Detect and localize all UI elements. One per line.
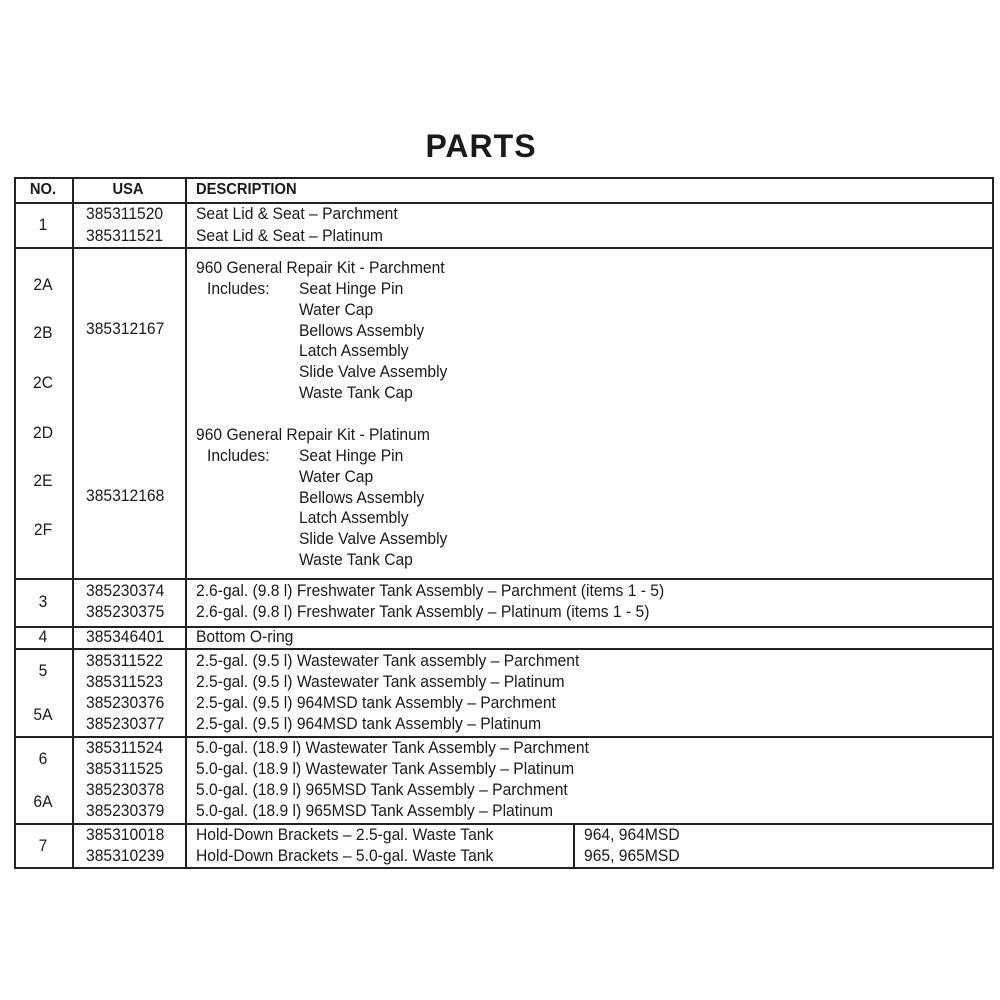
kit-item: Seat Hinge Pin xyxy=(299,279,404,298)
page-title: PARTS xyxy=(425,128,537,164)
item-number: 2B xyxy=(33,323,53,342)
row-divider xyxy=(14,823,994,825)
part-number: 385312168 xyxy=(86,486,165,505)
part-number: 385312167 xyxy=(86,319,165,338)
part-number: 385311524 xyxy=(86,738,164,757)
description: 2.6-gal. (9.8 l) Freshwater Tank Assembl… xyxy=(196,602,650,621)
column-divider xyxy=(573,823,575,869)
kit-item: Slide Valve Assembly xyxy=(299,362,448,382)
item-number: 2C xyxy=(32,373,53,392)
table-border-left xyxy=(14,177,16,869)
item-number: 2E xyxy=(33,471,53,490)
kit-name: 960 General Repair Kit - Platinum xyxy=(196,425,430,444)
item-number: 5 xyxy=(38,661,48,680)
description: 5.0-gal. (18.9 l) Wastewater Tank Assemb… xyxy=(196,738,589,757)
part-number: 385230374 xyxy=(86,581,165,600)
description: 5.0-gal. (18.9 l) Wastewater Tank Assemb… xyxy=(196,759,575,778)
part-number: 385230377 xyxy=(86,714,165,733)
kit-item: Slide Valve Assembly xyxy=(299,529,448,549)
description: Bottom O-ring xyxy=(196,627,294,646)
description: 2.6-gal. (9.8 l) Freshwater Tank Assembl… xyxy=(196,581,665,600)
part-number: 385311520 xyxy=(86,204,164,223)
description: 2.5-gal. (9.5 l) Wastewater Tank assembl… xyxy=(196,672,565,691)
description: 5.0-gal. (18.9 l) 965MSD Tank Assembly –… xyxy=(196,801,554,820)
description: Seat Lid & Seat – Parchment xyxy=(196,204,398,223)
description: Hold-Down Brackets – 5.0-gal. Waste Tank xyxy=(196,846,494,865)
part-number: 385311525 xyxy=(86,759,164,778)
table-border-top xyxy=(14,177,994,179)
part-number: 385230379 xyxy=(86,801,165,820)
part-number: 385230378 xyxy=(86,780,165,799)
item-number: 3 xyxy=(38,592,48,611)
kit-item: Seat Hinge Pin xyxy=(299,446,404,465)
part-number: 385311521 xyxy=(86,226,164,245)
item-number: 2A xyxy=(33,275,53,294)
column-divider xyxy=(72,177,74,869)
part-number: 385346401 xyxy=(86,627,165,646)
item-number: 2F xyxy=(33,520,53,539)
kit-item: Latch Assembly xyxy=(299,508,409,528)
item-number: 6 xyxy=(38,749,48,768)
row-divider xyxy=(14,202,994,204)
part-number: 385310018 xyxy=(86,825,165,844)
kit-item: Bellows Assembly xyxy=(299,487,425,507)
part-number: 385230375 xyxy=(86,602,165,621)
item-number: 5A xyxy=(33,705,53,724)
kit-item: Water Cap xyxy=(299,299,374,319)
table-border-bottom xyxy=(14,867,994,869)
kit-item: Waste Tank Cap xyxy=(299,550,413,569)
row-divider xyxy=(14,736,994,738)
item-number: 4 xyxy=(38,627,48,646)
kit-item: Bellows Assembly xyxy=(299,320,425,340)
item-number: 1 xyxy=(38,215,48,234)
includes-label: Includes: xyxy=(207,279,270,298)
row-divider xyxy=(14,626,994,628)
description: 2.5-gal. (9.5 l) 964MSD tank Assembly – … xyxy=(196,693,556,712)
part-number: 385230376 xyxy=(86,693,165,712)
header-description: DESCRIPTION xyxy=(196,181,297,198)
kit-item: Latch Assembly xyxy=(299,341,409,361)
model-numbers: 964, 964MSD xyxy=(584,825,680,844)
row-divider xyxy=(14,247,994,249)
description: Seat Lid & Seat – Platinum xyxy=(196,226,383,245)
table-border-right xyxy=(992,177,994,869)
header-usa: USA xyxy=(112,181,144,198)
description: 2.5-gal. (9.5 l) Wastewater Tank assembl… xyxy=(196,651,580,670)
kit-item: Water Cap xyxy=(299,466,374,486)
header-no: NO. xyxy=(29,181,57,198)
kit-item: Waste Tank Cap xyxy=(299,383,413,402)
part-number: 385311523 xyxy=(86,672,164,691)
row-divider xyxy=(14,648,994,650)
description: 5.0-gal. (18.9 l) 965MSD Tank Assembly –… xyxy=(196,780,568,799)
item-number: 7 xyxy=(38,836,48,855)
item-number: 6A xyxy=(33,792,53,811)
model-numbers: 965, 965MSD xyxy=(584,846,680,865)
includes-label: Includes: xyxy=(207,446,270,465)
part-number: 385310239 xyxy=(86,846,165,865)
kit-name: 960 General Repair Kit - Parchment xyxy=(196,258,445,277)
part-number: 385311522 xyxy=(86,651,164,670)
row-divider xyxy=(14,578,994,580)
column-divider xyxy=(185,177,187,869)
description: 2.5-gal. (9.5 l) 964MSD tank Assembly – … xyxy=(196,714,542,733)
description: Hold-Down Brackets – 2.5-gal. Waste Tank xyxy=(196,825,494,844)
item-number: 2D xyxy=(32,423,53,442)
